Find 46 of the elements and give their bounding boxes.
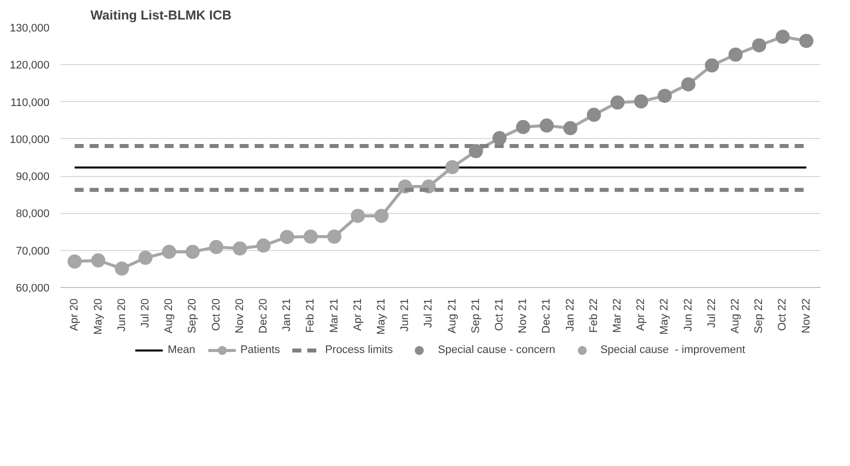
y-tick-label: 110,000 (10, 96, 50, 109)
x-tick-label: Jul 21 (422, 298, 435, 328)
x-tick-label: Feb 22 (588, 298, 600, 333)
y-tick-label: 90,000 (16, 171, 50, 184)
x-tick-label: Dec 20 (257, 298, 270, 334)
x-tick-label: Sep 20 (186, 298, 199, 334)
y-tick-label: 120,000 (10, 60, 50, 72)
x-tick-label: Aug 20 (163, 298, 176, 334)
legend-label: Patients (240, 344, 280, 356)
x-tick-label: Jun 22 (682, 298, 694, 332)
x-tick-label: Nov 20 (234, 298, 246, 334)
x-tick-label: Sep 21 (470, 298, 482, 334)
legend-label: Special cause - improvement (600, 344, 746, 356)
x-tick-label: Jul 20 (139, 298, 152, 328)
x-tick-label: Feb 21 (304, 298, 317, 333)
x-tick-label: Apr 22 (635, 298, 648, 331)
x-tick-label: May 21 (375, 298, 388, 335)
x-tick-label: Nov 21 (517, 298, 530, 334)
legend-label: Special cause - concern (438, 344, 556, 356)
legend-label: Process limits (325, 344, 393, 356)
y-tick-label: 130,000 (10, 22, 50, 34)
x-tick-label: Aug 21 (446, 298, 458, 334)
y-tick-label: 100,000 (10, 134, 50, 146)
x-tick-label: Jan 21 (281, 298, 294, 332)
y-tick-label: 70,000 (16, 245, 50, 258)
x-tick-label: Jul 22 (706, 298, 718, 328)
chart-title: Waiting List-BLMK ICB (90, 8, 232, 22)
x-tick-label: Mar 22 (612, 298, 624, 333)
x-tick-label: Oct 20 (210, 298, 222, 331)
x-tick-label: Dec 21 (540, 298, 553, 334)
x-tick-label: Jun 20 (116, 298, 128, 332)
x-tick-label: Oct 22 (776, 298, 789, 331)
x-tick-label: Mar 21 (328, 298, 340, 333)
x-tick-label: Jan 22 (564, 298, 576, 332)
y-tick-label: 60,000 (16, 282, 50, 294)
y-tick-label: 80,000 (16, 208, 50, 220)
x-tick-label: Oct 21 (494, 298, 506, 331)
x-tick-label: Jun 21 (399, 298, 412, 332)
x-tick-label: May 22 (658, 298, 671, 335)
x-tick-label: Aug 22 (730, 298, 742, 334)
legend-label: Mean (168, 344, 196, 356)
x-tick-label: Sep 22 (753, 298, 766, 334)
x-tick-label: Nov 22 (800, 298, 812, 334)
x-tick-label: May 20 (92, 298, 104, 335)
x-tick-label: Apr 21 (352, 298, 364, 331)
x-tick-label: Apr 20 (68, 298, 81, 331)
